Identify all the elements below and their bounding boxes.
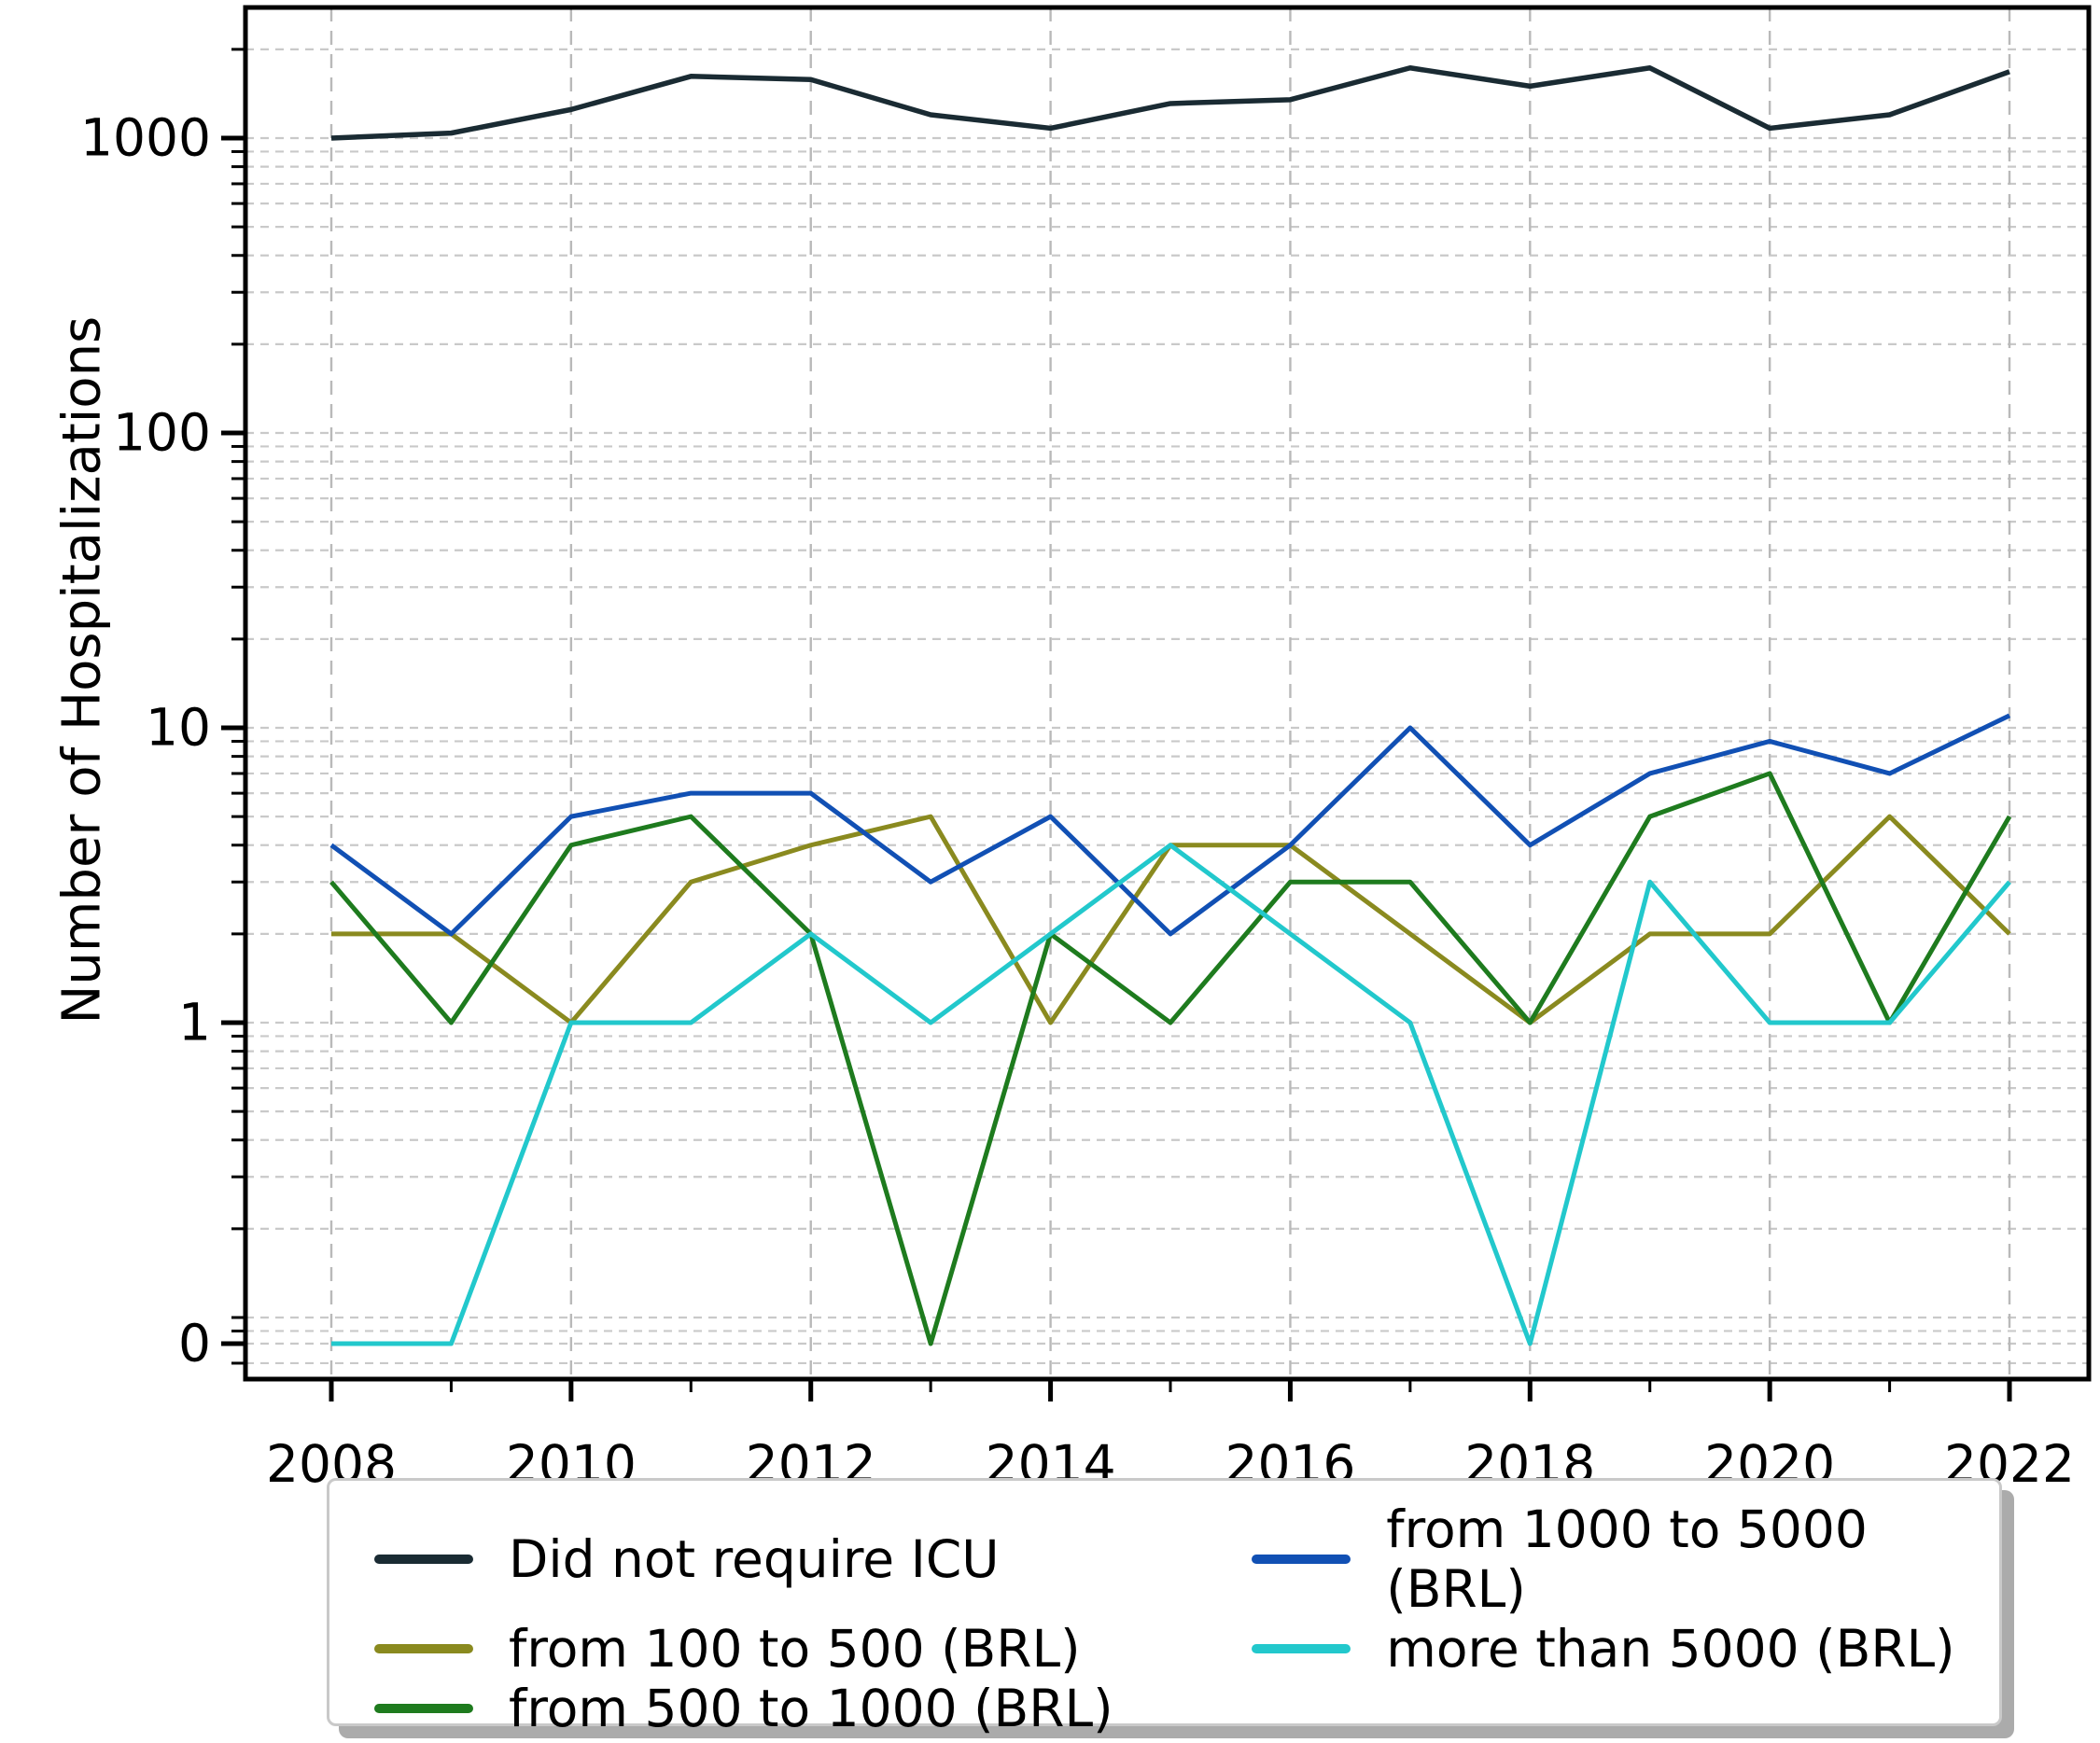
legend-label: from 100 to 500 (BRL) — [509, 1619, 1081, 1679]
series-line-3 — [329, 771, 2012, 1346]
axes-spines — [243, 5, 2092, 1382]
legend-label: from 1000 to 5000 (BRL) — [1386, 1499, 1868, 1619]
y-axis-title: Number of Hospitalizations — [51, 315, 113, 1025]
legend-item-more-than-5000: more than 5000 (BRL) — [1197, 1619, 1999, 1679]
legend-swatch-100-500 — [374, 1644, 473, 1653]
y-tick-label: 1000 — [80, 107, 211, 168]
y-tick-label: 100 — [113, 402, 211, 463]
legend-item-100-to-500: from 100 to 500 (BRL) — [329, 1619, 1197, 1679]
legend-item-1000-to-5000: from 1000 to 5000 (BRL) — [1197, 1499, 1999, 1619]
legend-label: Did not require ICU — [509, 1529, 1000, 1589]
y-tick-label: 1 — [178, 992, 211, 1053]
series-line-1 — [330, 65, 2010, 141]
legend-swatch-500-1000 — [374, 1704, 473, 1713]
legend-label: from 500 to 1000 (BRL) — [509, 1679, 1113, 1738]
y-tick-label: 0 — [178, 1313, 211, 1373]
y-tick-label: 10 — [146, 697, 211, 758]
legend: Did not require ICU from 1000 to 5000 (B… — [327, 1478, 2002, 1738]
series-line-5 — [331, 843, 2011, 1346]
legend-swatch-1000-5000 — [1252, 1555, 1351, 1564]
legend-item-did-not-require-icu: Did not require ICU — [329, 1499, 1197, 1619]
legend-label: more than 5000 (BRL) — [1386, 1619, 1955, 1679]
legend-swatch-icu — [374, 1555, 473, 1564]
legend-item-500-to-1000: from 500 to 1000 (BRL) — [329, 1679, 1197, 1738]
series-line-4 — [329, 713, 2011, 937]
legend-swatch-more-5000 — [1252, 1644, 1351, 1653]
